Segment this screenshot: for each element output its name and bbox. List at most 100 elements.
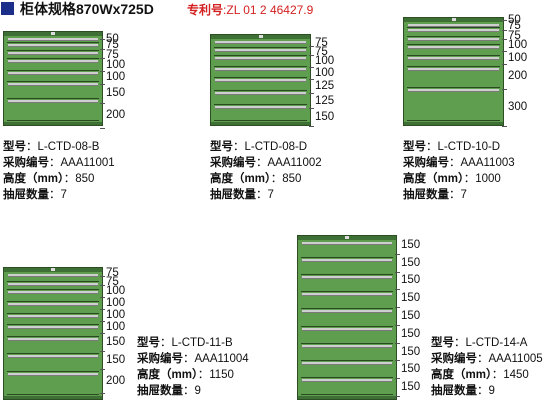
spec-drawers-row: 抽屉数量：7: [210, 187, 322, 203]
cabinet-5-dimensions: 150 150 150 150 150 150 150 150 150: [395, 236, 431, 397]
drawer-handle: [8, 282, 98, 286]
spec-colon: ：: [449, 157, 461, 169]
header-square-icon: [1, 2, 14, 15]
drawer-handle: [8, 303, 98, 307]
drawer-height-label: 100: [106, 71, 126, 84]
drawer: [7, 43, 99, 51]
drawer-height-label: 300: [508, 101, 528, 114]
drawer-handle: [302, 378, 392, 382]
spec-drawers-value: 9: [194, 385, 201, 397]
spec-model-row: 型号：L-CTD-08-D: [210, 139, 322, 155]
dimension-tick: [395, 324, 400, 326]
spec-colon: ：: [454, 337, 466, 349]
drawer: [407, 23, 500, 29]
drawer-height-label: 150: [401, 310, 421, 322]
drawer-height-label: 75: [508, 29, 521, 42]
drawer-height-label: 75: [106, 267, 119, 279]
spec-drawers-value: 9: [488, 385, 495, 397]
dimension-tick: [309, 78, 314, 80]
drawer: [214, 56, 307, 67]
spec-drawers-label: 抽屉数量: [210, 189, 256, 201]
dimension-tick: [395, 360, 400, 362]
spec-drawers-row: 抽屉数量：7: [3, 187, 115, 203]
drawer-handle: [215, 92, 306, 96]
dimension-tick: [395, 271, 400, 273]
drawer: [7, 337, 99, 355]
spec-colon: ：: [197, 369, 210, 381]
spec-model-value: L-CTD-08-D: [244, 141, 308, 153]
drawer: [407, 88, 500, 121]
spec-drawers-row: 抽屉数量：7: [403, 187, 515, 203]
spec-model-value: L-CTD-08-B: [37, 141, 100, 153]
dimension-tick: [309, 45, 314, 47]
drawer-handle: [408, 67, 499, 71]
drawer-height-label: 100: [106, 321, 126, 333]
drawer-height-label: 150: [401, 327, 421, 340]
spec-height-value: 850: [282, 173, 302, 185]
drawer-handle: [8, 337, 98, 341]
dimension-tick: [395, 342, 400, 344]
cabinet-base: [404, 122, 503, 125]
drawer: [7, 325, 99, 337]
spec-colon: ：: [477, 353, 489, 365]
spec-colon: ：: [449, 189, 461, 201]
cabinet-5-illustration: [297, 235, 397, 400]
spec-height-value: 850: [75, 173, 95, 185]
cabinet-base: [298, 396, 396, 399]
drawer-handle: [408, 24, 499, 27]
dimension-tick: [395, 253, 400, 255]
spec-colon: ：: [26, 141, 38, 153]
drawer: [7, 99, 99, 121]
dimension-tick: [502, 29, 507, 31]
drawer-handle: [408, 45, 499, 49]
dimension-tick: [502, 20, 507, 22]
drawer: [301, 378, 393, 395]
dimension-tick: [100, 48, 105, 50]
drawer-handle: [408, 29, 499, 33]
drawer-height-label: 100: [106, 297, 126, 309]
drawer-height-label: 150: [106, 336, 126, 348]
dimension-tick: [309, 126, 314, 127]
patent-label: 专利号: [187, 3, 224, 17]
spec-code-label: 采购编号: [137, 353, 183, 365]
lock-icon: [51, 268, 55, 271]
spec-model-value: L-CTD-10-D: [437, 141, 501, 153]
lock-icon: [345, 236, 349, 239]
drawer-handle: [8, 291, 98, 295]
drawer: [407, 28, 500, 37]
drawer: [7, 51, 99, 60]
drawer-height-label: 50: [508, 14, 521, 26]
dimension-tick: [100, 83, 105, 85]
spec-model-row: 型号：L-CTD-10-D: [403, 139, 515, 155]
drawer: [214, 48, 307, 57]
drawer-handle: [8, 314, 98, 318]
spec-colon: ：: [477, 385, 489, 397]
drawer-height-label: 200: [106, 109, 126, 122]
spec-model-label: 型号: [431, 337, 454, 349]
spec-colon: ：: [183, 353, 195, 365]
spec-code-value: AAA11004: [194, 353, 249, 365]
spec-height-row: 高度（mm）：850: [3, 171, 115, 187]
spec-colon: ：: [63, 173, 76, 185]
dimension-tick: [395, 289, 400, 291]
drawer: [214, 91, 307, 105]
drawer-height-label: 100: [508, 51, 528, 64]
drawer-height-label: 150: [401, 345, 421, 358]
dimension-tick: [502, 51, 507, 53]
lock-icon: [451, 18, 456, 21]
dimension-tick: [395, 378, 400, 380]
dimension-tick: [100, 276, 105, 277]
drawer: [214, 40, 307, 49]
drawer-handle: [302, 327, 392, 331]
drawer-handle: [8, 372, 98, 376]
spec-code-label: 采购编号: [403, 157, 449, 169]
spec-height-row: 高度（mm）：1450: [431, 367, 543, 383]
drawer: [301, 241, 393, 259]
drawer-height-label: 100: [315, 66, 335, 79]
patent-separator: :: [223, 3, 227, 17]
spec-height-row: 高度（mm）：1150: [137, 367, 249, 383]
drawer-height-label: 150: [401, 238, 421, 251]
spec-colon: ：: [256, 189, 268, 201]
drawer-handle: [215, 49, 306, 53]
drawer-height-label: 150: [315, 111, 335, 124]
